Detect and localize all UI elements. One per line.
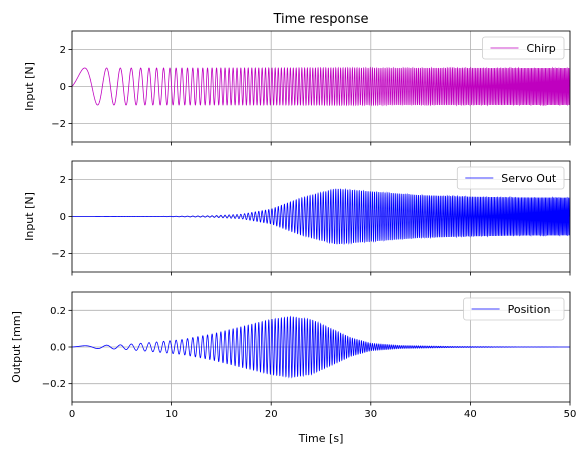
subplot-stack: −2 0 2 Input [N] Chirp −2 0 2 Input [N] Servo Out… <box>10 30 577 420</box>
legend: Chirp <box>482 36 565 60</box>
series-line-chirp <box>72 66 570 107</box>
y-tick-label: 2 <box>60 175 66 186</box>
legend: Position <box>463 297 565 321</box>
x-tick-label: 40 <box>464 409 477 420</box>
subplot-2: −2 0 2 Input [N] Servo Out <box>23 160 571 276</box>
subplot-1: −2 0 2 Input [N] Chirp <box>23 30 571 146</box>
legend: Servo Out <box>456 166 565 190</box>
y-axis-label: Input [N] <box>23 192 36 241</box>
x-tick-label: 30 <box>364 409 377 420</box>
y-tick-label: −2 <box>51 249 66 260</box>
series-line-servo-out <box>72 188 570 246</box>
subplot-3: 0 10 20 30 40 50 −0.2 0.0 0.2 Output [mm] Position <box>10 291 577 420</box>
legend-box <box>456 166 565 190</box>
y-tick-label: 0 <box>60 212 66 223</box>
y-tick-label: −2 <box>51 119 66 130</box>
y-tick-label: 0.0 <box>50 343 66 354</box>
x-tick-label: 10 <box>165 409 178 420</box>
legend-label: Servo Out <box>501 172 557 185</box>
x-tick-label: 0 <box>69 409 75 420</box>
legend-label: Position <box>508 303 551 316</box>
x-tick-label: 50 <box>564 409 577 420</box>
x-tick-label: 20 <box>265 409 278 420</box>
y-tick-label: 0.2 <box>50 306 66 317</box>
y-axis-label: Input [N] <box>23 62 36 111</box>
x-axis-label: Time [s] <box>298 432 344 445</box>
y-tick-label: 0 <box>60 82 66 93</box>
y-tick-label: −0.2 <box>42 379 66 390</box>
series-line-position <box>72 315 570 379</box>
chart-title: Time response <box>273 12 369 27</box>
y-tick-label: 2 <box>60 45 66 56</box>
y-axis-label: Output [mm] <box>10 311 23 383</box>
legend-box <box>482 36 565 60</box>
legend-label: Chirp <box>527 42 556 55</box>
legend-box <box>463 297 565 321</box>
